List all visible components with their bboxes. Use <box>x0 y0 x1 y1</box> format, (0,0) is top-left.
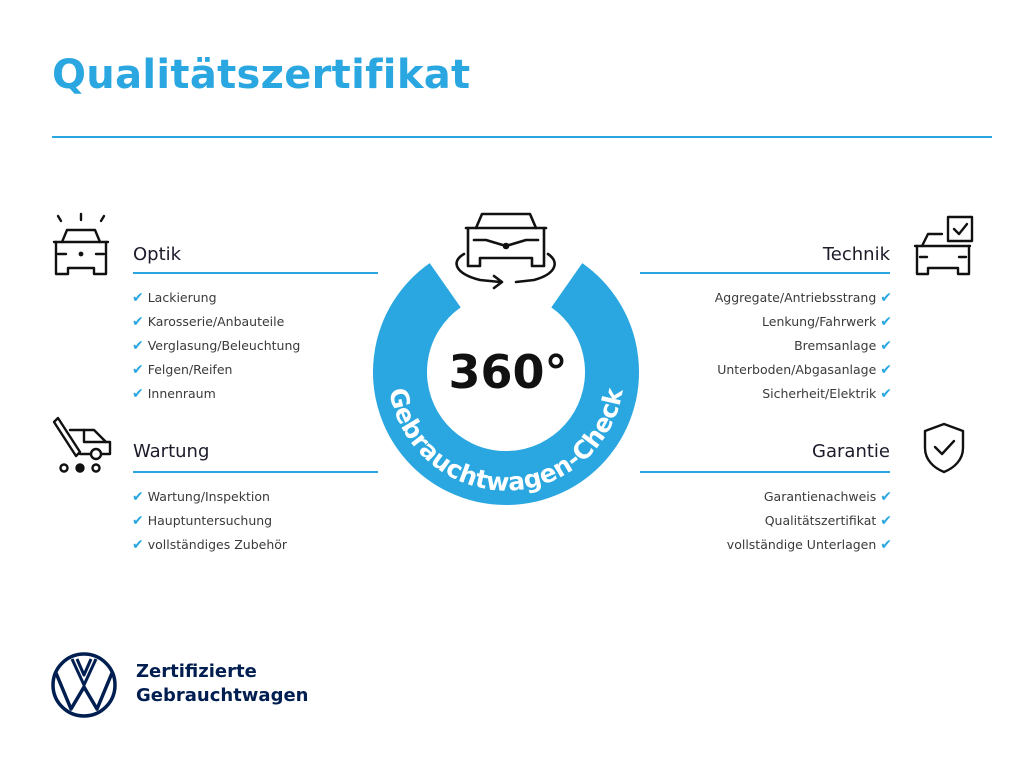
section-underline <box>640 471 890 473</box>
check-icon: ✔ <box>880 386 892 402</box>
car-lights-icon <box>52 212 110 276</box>
car-checkbox-icon <box>913 215 974 276</box>
check-icon: ✔ <box>132 362 144 378</box>
check-icon: ✔ <box>880 537 892 553</box>
check-icon: ✔ <box>880 338 892 354</box>
list-item: ✔ Wartung/Inspektion <box>132 489 270 505</box>
section-heading-optik: Optik <box>133 244 182 265</box>
check-icon: ✔ <box>132 386 144 402</box>
list-item: ✔ Verglasung/Beleuchtung <box>132 338 301 354</box>
list-item: Sicherheit/Elektrik ✔ <box>762 386 892 402</box>
shield-check-icon <box>923 422 965 474</box>
car-service-icon <box>52 416 112 473</box>
technik-list: Aggregate/Antriebsstrang ✔ Lenkung/Fahrw… <box>715 286 892 406</box>
check-icon: ✔ <box>880 314 892 330</box>
check-icon: ✔ <box>132 314 144 330</box>
list-item: ✔ Hauptuntersuchung <box>132 513 273 529</box>
list-item: Unterboden/Abgasanlage ✔ <box>717 362 892 378</box>
garantie-list: Garantienachweis ✔ Qualitätszertifikat ✔… <box>727 485 892 557</box>
list-item: Lenkung/Fahrwerk ✔ <box>762 314 892 330</box>
check-icon: ✔ <box>132 489 144 505</box>
list-item: Garantienachweis ✔ <box>763 489 892 505</box>
list-item: ✔ Innenraum <box>132 386 216 402</box>
title-divider <box>52 136 992 138</box>
section-heading-wartung: Wartung <box>133 441 210 462</box>
footer-line-2: Gebrauchtwagen <box>136 685 309 706</box>
section-underline <box>133 471 378 473</box>
section-underline <box>640 272 890 274</box>
footer-brand-text: Zertifizierte Gebrauchtwagen <box>136 660 308 708</box>
check-icon: ✔ <box>880 489 892 505</box>
section-heading-technik: Technik <box>822 244 890 265</box>
check-icon: ✔ <box>880 513 892 529</box>
list-item: ✔ Lackierung <box>132 290 217 306</box>
list-item: Aggregate/Antriebsstrang ✔ <box>714 290 892 306</box>
badge-number: 360° <box>448 345 567 399</box>
car-rotate-icon <box>455 212 556 290</box>
list-item: Qualitätszertifikat ✔ <box>764 513 892 529</box>
wartung-list: ✔ Wartung/Inspektion ✔ Hauptuntersuchung… <box>132 485 287 557</box>
list-item: ✔ Karosserie/Anbauteile <box>132 314 285 330</box>
vw-logo <box>51 652 117 718</box>
list-item: ✔ Felgen/Reifen <box>132 362 233 378</box>
section-underline <box>133 272 378 274</box>
list-item: ✔ vollständiges Zubehör <box>132 537 288 553</box>
page-title: Qualitätszertifikat <box>52 52 471 98</box>
check-icon: ✔ <box>880 362 892 378</box>
footer-line-1: Zertifizierte <box>136 661 257 682</box>
check-icon: ✔ <box>132 290 144 306</box>
check-icon: ✔ <box>132 513 144 529</box>
section-heading-garantie: Garantie <box>812 441 890 462</box>
check-icon: ✔ <box>132 537 144 553</box>
check-icon: ✔ <box>880 290 892 306</box>
optik-list: ✔ Lackierung ✔ Karosserie/Anbauteile ✔ V… <box>132 286 300 406</box>
check-icon: ✔ <box>132 338 144 354</box>
list-item: Bremsanlage ✔ <box>794 338 892 354</box>
badge-ring <box>373 263 639 505</box>
list-item: vollständige Unterlagen ✔ <box>726 537 892 553</box>
